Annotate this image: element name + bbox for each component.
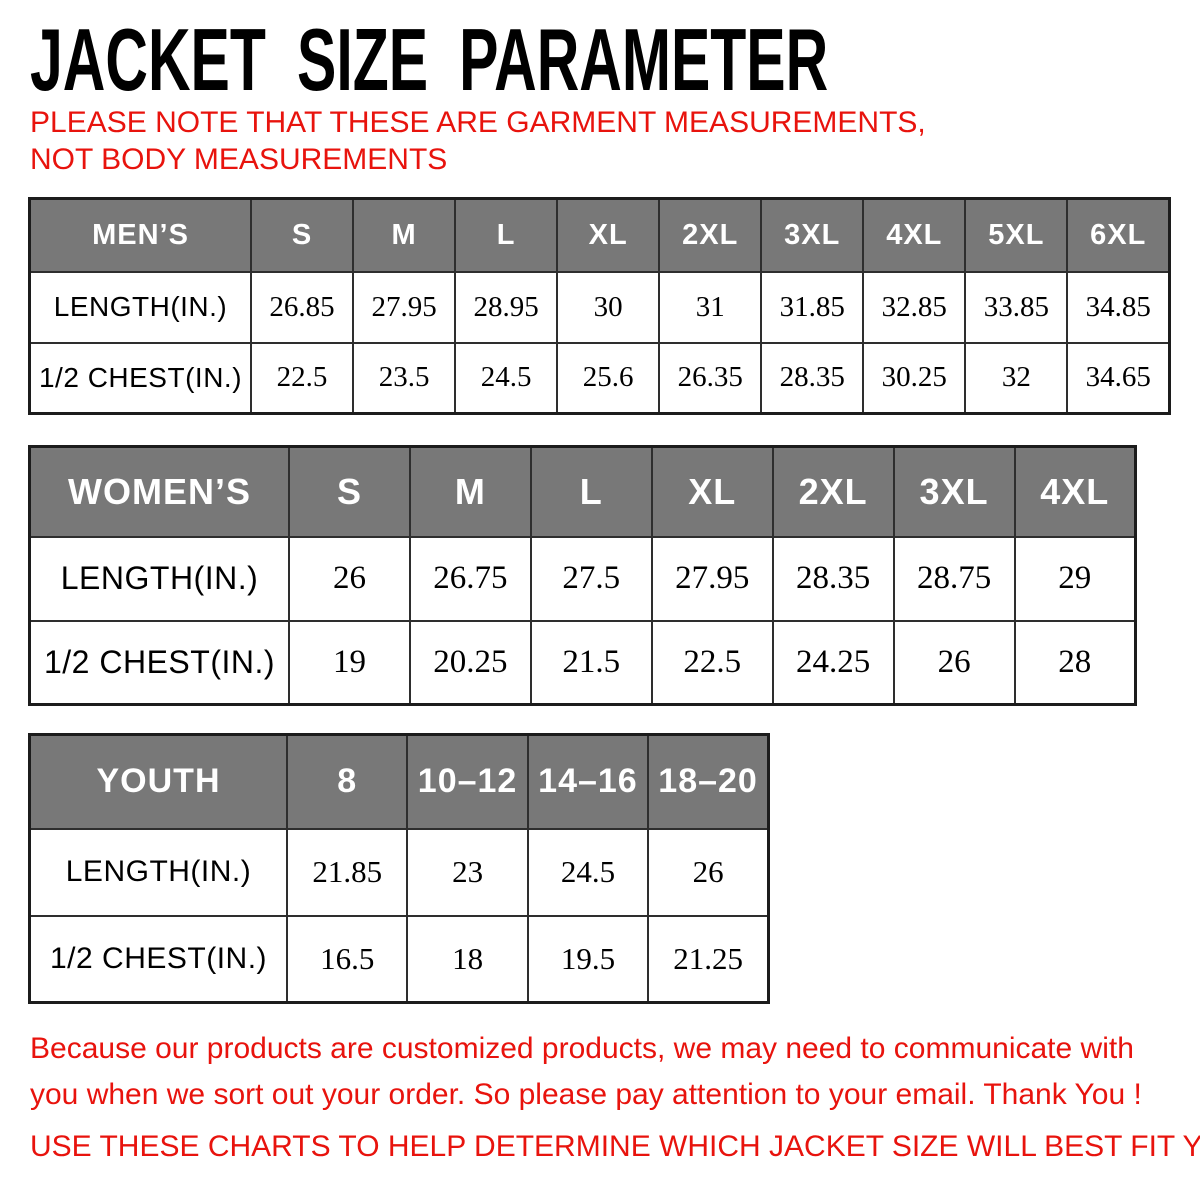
youth-measurement-value: 19.5 bbox=[526, 914, 650, 1004]
mens-measurement-value: 26.35 bbox=[658, 341, 763, 415]
youth-size-column-header: 18–20 bbox=[647, 733, 770, 830]
womens-size-column-header: S bbox=[288, 445, 411, 538]
youth-measurement-value: 18 bbox=[406, 914, 529, 1004]
womens-data-row: 1/2 CHEST(IN.) 19 20.25 21.5 22.5 24.25 26 28 bbox=[28, 619, 1137, 706]
womens-row-label: 1/2 CHEST(IN.) bbox=[28, 619, 290, 706]
mens-size-column-header: 4XL bbox=[862, 197, 967, 273]
womens-measurement-value: 22.5 bbox=[650, 619, 774, 706]
womens-measurement-value: 26 bbox=[288, 535, 411, 622]
womens-measurement-value: 29 bbox=[1013, 535, 1137, 622]
mens-measurement-value: 25.6 bbox=[556, 341, 661, 415]
youth-header-row: YOUTH 8 10–12 14–16 18–20 bbox=[28, 733, 770, 830]
mens-size-column-header: 3XL bbox=[760, 197, 865, 273]
womens-measurement-value: 28.35 bbox=[771, 535, 895, 622]
mens-measurement-value: 34.65 bbox=[1066, 341, 1171, 415]
womens-measurement-value: 24.25 bbox=[771, 619, 895, 706]
womens-row-label: LENGTH(IN.) bbox=[28, 535, 290, 622]
youth-size-column-header: 10–12 bbox=[406, 733, 529, 830]
youth-row-label: LENGTH(IN.) bbox=[28, 827, 288, 917]
womens-measurement-value: 20.25 bbox=[408, 619, 532, 706]
womens-measurement-value: 19 bbox=[288, 619, 411, 706]
mens-measurement-value: 28.95 bbox=[454, 270, 559, 344]
mens-row-label: 1/2 CHEST(IN.) bbox=[28, 341, 252, 415]
womens-size-column-header: 3XL bbox=[892, 445, 1016, 538]
mens-measurement-value: 30.25 bbox=[862, 341, 967, 415]
mens-header-row: MEN’S S M L XL 2XL 3XL 4XL 5XL 6XL bbox=[28, 197, 1171, 273]
mens-measurement-value: 33.85 bbox=[964, 270, 1069, 344]
womens-size-column-header: M bbox=[408, 445, 532, 538]
womens-measurement-value: 26 bbox=[892, 619, 1016, 706]
youth-measurement-value: 23 bbox=[406, 827, 529, 917]
mens-size-column-header: 5XL bbox=[964, 197, 1069, 273]
mens-measurement-value: 28.35 bbox=[760, 341, 865, 415]
mens-size-column-header: 6XL bbox=[1066, 197, 1171, 273]
mens-measurement-value: 31.85 bbox=[760, 270, 865, 344]
womens-data-row: LENGTH(IN.) 26 26.75 27.5 27.95 28.35 28.75 29 bbox=[28, 535, 1137, 622]
mens-measurement-value: 32 bbox=[964, 341, 1069, 415]
womens-table-title: WOMEN’S bbox=[28, 445, 290, 538]
youth-measurement-value: 21.85 bbox=[285, 827, 409, 917]
youth-size-table: YOUTH 8 10–12 14–16 18–20 LENGTH(IN.) 21.85 23 2… bbox=[28, 733, 770, 1004]
mens-size-column-header: XL bbox=[556, 197, 661, 273]
youth-measurement-value: 21.25 bbox=[647, 914, 770, 1004]
chart-usage-note: USE THESE CHARTS TO HELP DETERMINE WHICH… bbox=[30, 1130, 1200, 1163]
mens-size-column-header: S bbox=[249, 197, 355, 273]
womens-measurement-value: 27.95 bbox=[650, 535, 774, 622]
mens-measurement-value: 31 bbox=[658, 270, 763, 344]
mens-data-row: LENGTH(IN.) 26.85 27.95 28.95 30 31 31.85 32.85… bbox=[28, 270, 1171, 344]
mens-table-title: MEN’S bbox=[28, 197, 252, 273]
page-title: JACKET SIZE PARAMETER bbox=[30, 10, 829, 109]
mens-measurement-value: 26.85 bbox=[249, 270, 355, 344]
womens-size-table: WOMEN’S S M L XL 2XL 3XL 4XL LENGTH(IN.) 26 26.75 2… bbox=[28, 445, 1137, 706]
mens-measurement-value: 34.85 bbox=[1066, 270, 1171, 344]
custom-order-note: Because our products are customized prod… bbox=[30, 1032, 1142, 1111]
mens-data-row: 1/2 CHEST(IN.) 22.5 23.5 24.5 25.6 26.35 28.35… bbox=[28, 341, 1171, 415]
mens-measurement-value: 30 bbox=[556, 270, 661, 344]
youth-row-label: 1/2 CHEST(IN.) bbox=[28, 914, 288, 1004]
mens-size-column-header: M bbox=[352, 197, 457, 273]
mens-measurement-value: 23.5 bbox=[352, 341, 457, 415]
youth-measurement-value: 24.5 bbox=[526, 827, 650, 917]
youth-measurement-value: 16.5 bbox=[285, 914, 409, 1004]
womens-measurement-value: 28 bbox=[1013, 619, 1137, 706]
youth-size-column-header: 8 bbox=[285, 733, 409, 830]
womens-header-row: WOMEN’S S M L XL 2XL 3XL 4XL bbox=[28, 445, 1137, 538]
womens-size-column-header: L bbox=[529, 445, 653, 538]
mens-size-column-header: 2XL bbox=[658, 197, 763, 273]
mens-row-label: LENGTH(IN.) bbox=[28, 270, 252, 344]
mens-size-column-header: L bbox=[454, 197, 559, 273]
womens-measurement-value: 21.5 bbox=[529, 619, 653, 706]
womens-measurement-value: 28.75 bbox=[892, 535, 1016, 622]
womens-size-column-header: 4XL bbox=[1013, 445, 1137, 538]
youth-measurement-value: 26 bbox=[647, 827, 770, 917]
womens-size-column-header: 2XL bbox=[771, 445, 895, 538]
youth-size-column-header: 14–16 bbox=[526, 733, 650, 830]
mens-measurement-value: 22.5 bbox=[249, 341, 355, 415]
youth-data-row: LENGTH(IN.) 21.85 23 24.5 26 bbox=[28, 827, 770, 917]
youth-table-title: YOUTH bbox=[28, 733, 288, 830]
womens-measurement-value: 26.75 bbox=[408, 535, 532, 622]
womens-measurement-value: 27.5 bbox=[529, 535, 653, 622]
youth-data-row: 1/2 CHEST(IN.) 16.5 18 19.5 21.25 bbox=[28, 914, 770, 1004]
mens-size-table: MEN’S S M L XL 2XL 3XL 4XL 5XL 6XL LENGTH(IN.) 26.8… bbox=[28, 197, 1171, 415]
womens-size-column-header: XL bbox=[650, 445, 774, 538]
mens-measurement-value: 27.95 bbox=[352, 270, 457, 344]
mens-measurement-value: 32.85 bbox=[862, 270, 967, 344]
garment-measurement-note: PLEASE NOTE THAT THESE ARE GARMENT MEASU… bbox=[30, 106, 926, 176]
mens-measurement-value: 24.5 bbox=[454, 341, 559, 415]
